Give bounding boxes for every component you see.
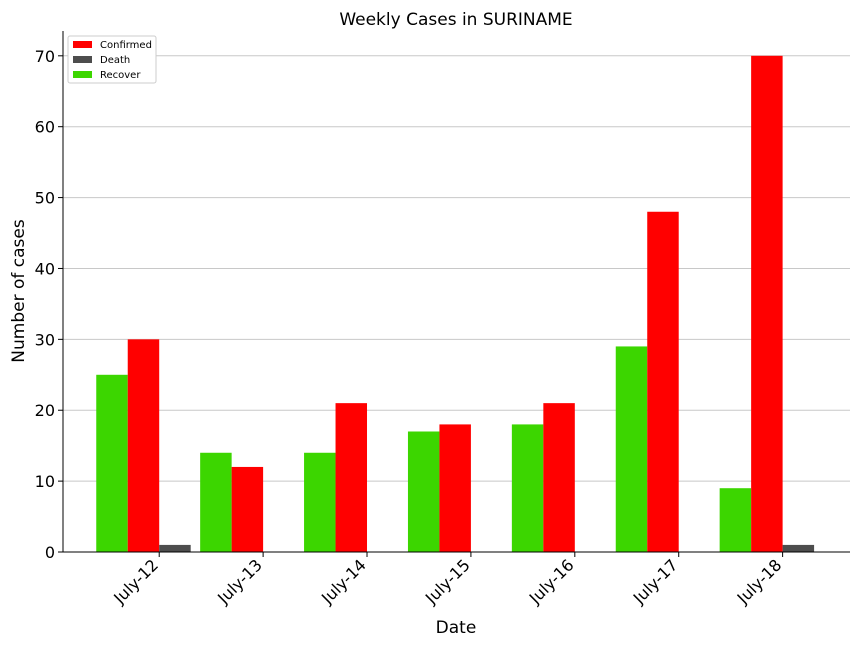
y-ticks: 0 10 20 30 40 50 60 70 bbox=[35, 47, 63, 562]
bar-confirmed bbox=[543, 403, 575, 552]
legend-swatch-recover bbox=[73, 71, 92, 78]
y-tick-label: 40 bbox=[35, 259, 55, 278]
bar-death bbox=[782, 544, 815, 552]
bar-recover bbox=[719, 488, 752, 552]
bar-confirmed bbox=[647, 211, 679, 552]
legend-swatch-death bbox=[73, 56, 92, 63]
bar-recover bbox=[615, 346, 648, 552]
y-tick-label: 70 bbox=[35, 47, 55, 66]
x-tick-label: July-13 bbox=[213, 555, 266, 608]
bars bbox=[96, 55, 815, 553]
bar-confirmed bbox=[231, 466, 264, 552]
bar-recover bbox=[304, 452, 336, 552]
x-tick-label: July-16 bbox=[525, 555, 578, 608]
bar-recover bbox=[511, 424, 544, 552]
axes bbox=[62, 31, 850, 553]
y-tick-label: 60 bbox=[35, 118, 55, 137]
y-tick-label: 30 bbox=[35, 330, 55, 349]
x-tick-label: July-18 bbox=[733, 555, 786, 608]
y-tick-label: 50 bbox=[35, 189, 55, 208]
bar-recover bbox=[407, 431, 440, 552]
chart-title: Weekly Cases in SURINAME bbox=[339, 10, 572, 30]
bar-confirmed bbox=[439, 424, 471, 552]
x-tick-label: July-15 bbox=[421, 555, 474, 608]
x-tick-label: July-12 bbox=[109, 555, 162, 608]
legend-label-confirmed: Confirmed bbox=[100, 40, 152, 51]
gridlines bbox=[63, 55, 850, 482]
y-tick-label: 10 bbox=[35, 472, 55, 491]
bar-recover bbox=[96, 374, 128, 552]
legend-swatch-confirmed bbox=[73, 41, 92, 48]
bar-confirmed bbox=[751, 55, 783, 553]
legend-label-death: Death bbox=[100, 55, 130, 66]
bar-confirmed bbox=[127, 339, 160, 552]
legend-label-recover: Recover bbox=[100, 70, 141, 81]
bar-recover bbox=[200, 452, 232, 552]
y-tick-label: 0 bbox=[45, 543, 55, 562]
bar-confirmed bbox=[335, 403, 368, 552]
x-axis-title: Date bbox=[436, 618, 477, 638]
y-axis-title: Number of cases bbox=[9, 219, 29, 363]
y-tick-label: 20 bbox=[35, 401, 55, 420]
legend: Confirmed Death Recover bbox=[67, 35, 157, 84]
x-tick-label: July-17 bbox=[629, 555, 682, 608]
x-tick-label: July-14 bbox=[317, 555, 370, 608]
bar-death bbox=[159, 544, 191, 552]
x-ticks: July-12 July-13 July-14 July-15 July-16 July-… bbox=[109, 552, 785, 608]
